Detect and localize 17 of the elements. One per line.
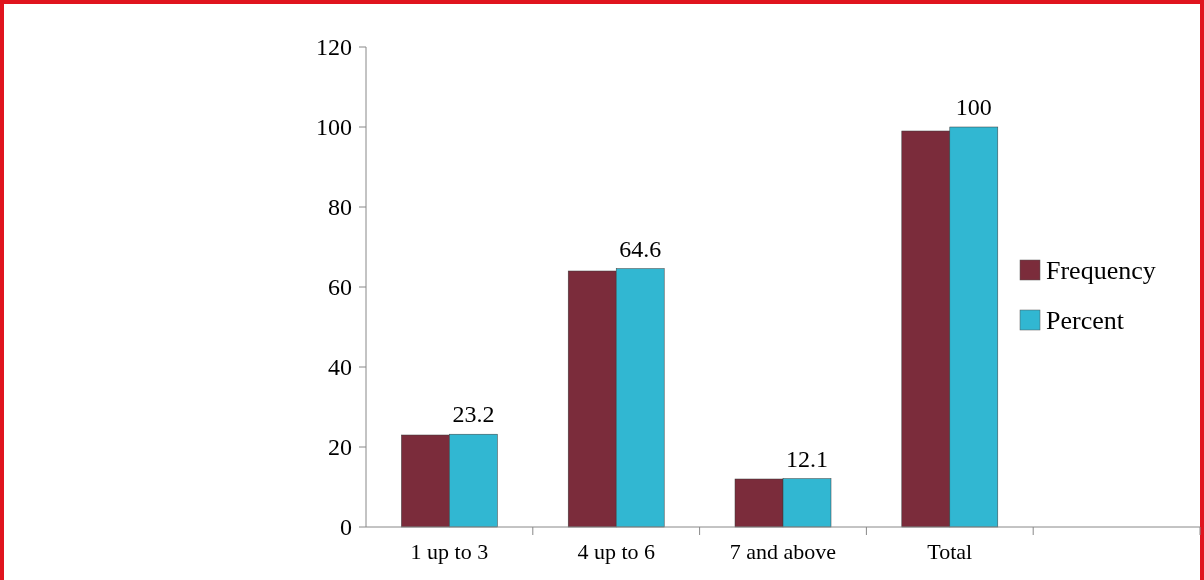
- data-label: 12.1: [786, 445, 828, 472]
- y-tick-label: 100: [316, 114, 352, 141]
- x-tick-label: Total: [927, 539, 973, 564]
- data-label: 23.2: [452, 401, 495, 428]
- x-tick-label: 7 and above: [729, 539, 837, 564]
- y-tick-label: 0: [340, 514, 352, 541]
- y-tick-label: 60: [328, 274, 352, 301]
- y-tick-label: 20: [328, 434, 352, 461]
- legend-label: Frequency: [1046, 256, 1156, 286]
- x-tick-label: 1 up to 3: [410, 539, 489, 564]
- data-label: 100: [955, 94, 992, 120]
- data-label: 64.6: [619, 235, 662, 262]
- y-tick-label: 120: [316, 34, 352, 61]
- x-tick-label: 4 up to 6: [577, 539, 656, 564]
- y-tick-label: 80: [328, 194, 352, 221]
- legend-label: Percent: [1046, 306, 1125, 336]
- y-tick-label: 40: [328, 354, 352, 381]
